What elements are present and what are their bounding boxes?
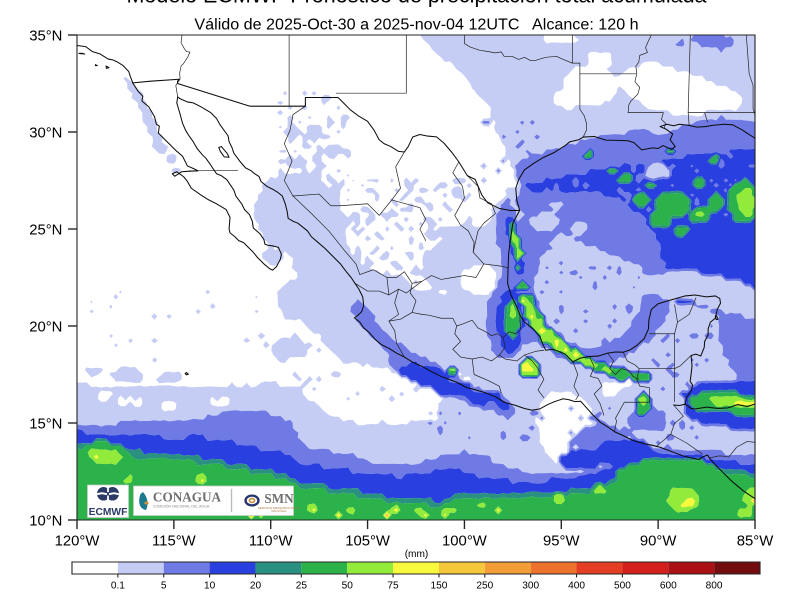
svg-text:30°N: 30°N: [29, 125, 62, 141]
svg-text:SERVICIO METEOROLÓGICO: SERVICIO METEOROLÓGICO: [258, 505, 301, 510]
svg-text:NACIONAL: NACIONAL: [271, 509, 287, 513]
svg-text:75: 75: [387, 580, 399, 591]
svg-text:25: 25: [296, 580, 308, 591]
svg-text:150: 150: [430, 580, 447, 591]
svg-text:600: 600: [660, 580, 677, 591]
svg-text:25°N: 25°N: [29, 222, 62, 238]
svg-text:15°N: 15°N: [29, 416, 62, 432]
svg-text:110°W: 110°W: [249, 533, 293, 549]
svg-text:10°N: 10°N: [29, 513, 62, 529]
svg-text:10: 10: [204, 580, 216, 591]
svg-text:115°W: 115°W: [152, 533, 196, 549]
svg-text:20: 20: [250, 580, 262, 591]
svg-text:800: 800: [706, 580, 723, 591]
svg-text:105°W: 105°W: [345, 533, 390, 549]
svg-text:400: 400: [568, 580, 585, 591]
svg-text:500: 500: [614, 580, 631, 591]
svg-text:5: 5: [161, 580, 167, 591]
svg-text:COMISIÓN NACIONAL DEL AGUA: COMISIÓN NACIONAL DEL AGUA: [153, 504, 210, 509]
svg-text:SMN: SMN: [264, 491, 294, 506]
svg-text:Modelo ECMWF Pronóstico de pre: Modelo ECMWF Pronóstico de precipitación…: [127, 0, 707, 7]
svg-text:(mm): (mm): [405, 549, 429, 560]
svg-text:CONAGUA: CONAGUA: [153, 490, 222, 505]
svg-text:35°N: 35°N: [29, 28, 62, 44]
svg-text:ECMWF: ECMWF: [89, 507, 128, 518]
svg-text:20°N: 20°N: [29, 319, 62, 335]
svg-text:95°W: 95°W: [543, 533, 580, 549]
svg-text:0.1: 0.1: [111, 580, 125, 591]
svg-text:250: 250: [476, 580, 493, 591]
svg-text:85°W: 85°W: [737, 533, 774, 549]
svg-text:300: 300: [522, 580, 539, 591]
svg-text:120°W: 120°W: [55, 533, 100, 549]
svg-text:Válido de 2025-Oct-30 a 2025-n: Válido de 2025-Oct-30 a 2025-nov-04 12UT…: [194, 15, 638, 33]
svg-text:50: 50: [342, 580, 354, 591]
svg-text:100°W: 100°W: [442, 533, 487, 549]
svg-text:90°W: 90°W: [640, 533, 677, 549]
